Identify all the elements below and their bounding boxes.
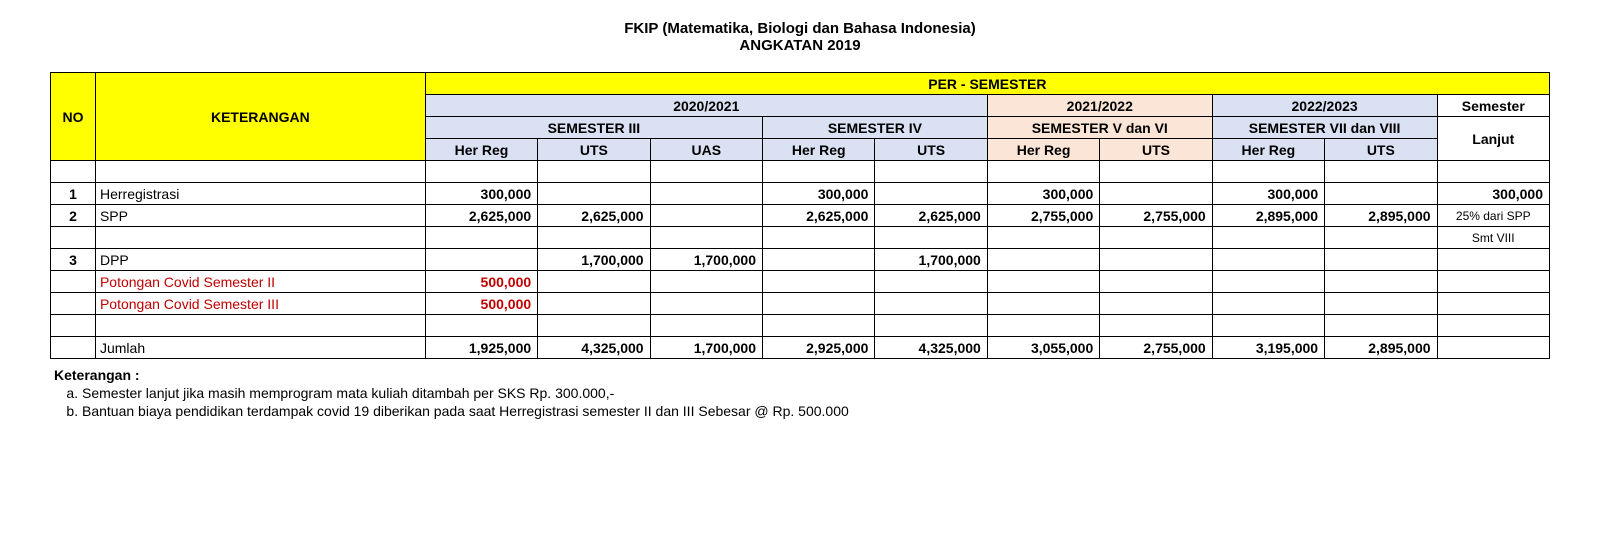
hdr-uts-1: UTS bbox=[538, 139, 650, 161]
cell bbox=[1437, 249, 1549, 271]
cell: 1,700,000 bbox=[538, 249, 650, 271]
table-row: 3 DPP 1,700,000 1,700,000 1,700,000 bbox=[51, 249, 1550, 271]
hdr-uas-1: UAS bbox=[650, 139, 762, 161]
cell: 2,625,000 bbox=[425, 205, 537, 227]
cell-ket: Jumlah bbox=[95, 337, 425, 359]
hdr-2020: 2020/2021 bbox=[425, 95, 987, 117]
cell: 4,325,000 bbox=[875, 337, 987, 359]
cell: 300,000 bbox=[763, 183, 875, 205]
hdr-per-semester: PER - SEMESTER bbox=[425, 73, 1549, 95]
cell: 300,000 bbox=[987, 183, 1099, 205]
cell: 500,000 bbox=[425, 293, 537, 315]
cell bbox=[1325, 183, 1437, 205]
cell bbox=[1437, 337, 1549, 359]
cell: 2,895,000 bbox=[1325, 337, 1437, 359]
cell: 25% dari SPP bbox=[1437, 205, 1549, 227]
cell-no bbox=[51, 271, 96, 293]
cell: 2,755,000 bbox=[987, 205, 1099, 227]
cell: 2,895,000 bbox=[1325, 205, 1437, 227]
cell-ket: DPP bbox=[95, 249, 425, 271]
cell bbox=[1212, 249, 1324, 271]
hdr-lanjut: Lanjut bbox=[1437, 117, 1549, 161]
cell bbox=[538, 183, 650, 205]
cell bbox=[1325, 249, 1437, 271]
title-line-2: ANGKATAN 2019 bbox=[50, 37, 1550, 54]
hdr-sem4: SEMESTER IV bbox=[763, 117, 988, 139]
cell bbox=[425, 249, 537, 271]
cell: 1,700,000 bbox=[650, 337, 762, 359]
table-row: Potongan Covid Semester II 500,000 bbox=[51, 271, 1550, 293]
table-row: Potongan Covid Semester III 500,000 bbox=[51, 293, 1550, 315]
cell bbox=[650, 205, 762, 227]
table-row: 2 SPP 2,625,000 2,625,000 2,625,000 2,62… bbox=[51, 205, 1550, 227]
cell: 2,625,000 bbox=[538, 205, 650, 227]
cell bbox=[1100, 183, 1212, 205]
cell: 300,000 bbox=[425, 183, 537, 205]
hdr-sem78: SEMESTER VII dan VIII bbox=[1212, 117, 1437, 139]
cell: 500,000 bbox=[425, 271, 537, 293]
cell: 1,700,000 bbox=[650, 249, 762, 271]
hdr-no: NO bbox=[51, 73, 96, 161]
note-item: Semester lanjut jika masih memprogram ma… bbox=[82, 385, 1550, 401]
cell bbox=[875, 183, 987, 205]
notes-title: Keterangan : bbox=[54, 367, 1550, 383]
hdr-herreg-2: Her Reg bbox=[763, 139, 875, 161]
cell-no: 2 bbox=[51, 205, 96, 227]
hdr-uts-4: UTS bbox=[1325, 139, 1437, 161]
hdr-sem3: SEMESTER III bbox=[425, 117, 762, 139]
cell bbox=[987, 249, 1099, 271]
cell-ket: Potongan Covid Semester II bbox=[95, 271, 425, 293]
fee-table: NO KETERANGAN PER - SEMESTER 2020/2021 2… bbox=[50, 72, 1550, 359]
cell: 1,925,000 bbox=[425, 337, 537, 359]
cell-ket: Herregistrasi bbox=[95, 183, 425, 205]
cell-no: 1 bbox=[51, 183, 96, 205]
hdr-2022: 2022/2023 bbox=[1212, 95, 1437, 117]
hdr-uts-3: UTS bbox=[1100, 139, 1212, 161]
hdr-2021: 2021/2022 bbox=[987, 95, 1212, 117]
hdr-sem-lanjut-top: Semester bbox=[1437, 95, 1549, 117]
cell: 4,325,000 bbox=[538, 337, 650, 359]
cell: 3,055,000 bbox=[987, 337, 1099, 359]
cell: 2,755,000 bbox=[1100, 337, 1212, 359]
note-item: Bantuan biaya pendidikan terdampak covid… bbox=[82, 403, 1550, 419]
cell: 2,925,000 bbox=[763, 337, 875, 359]
table-row-total: Jumlah 1,925,000 4,325,000 1,700,000 2,9… bbox=[51, 337, 1550, 359]
cell-ket: SPP bbox=[95, 205, 425, 227]
cell-no bbox=[51, 293, 96, 315]
cell: Smt VIII bbox=[1437, 227, 1549, 249]
cell: 2,895,000 bbox=[1212, 205, 1324, 227]
cell bbox=[650, 183, 762, 205]
cell bbox=[763, 249, 875, 271]
table-row: Smt VIII bbox=[51, 227, 1550, 249]
title-block: FKIP (Matematika, Biologi dan Bahasa Ind… bbox=[50, 20, 1550, 54]
cell: 2,755,000 bbox=[1100, 205, 1212, 227]
cell: 1,700,000 bbox=[875, 249, 987, 271]
hdr-sem56: SEMESTER V dan VI bbox=[987, 117, 1212, 139]
cell: 2,625,000 bbox=[875, 205, 987, 227]
spacer-row bbox=[51, 315, 1550, 337]
header-row-1: NO KETERANGAN PER - SEMESTER bbox=[51, 73, 1550, 95]
hdr-herreg-3: Her Reg bbox=[987, 139, 1099, 161]
cell-no: 3 bbox=[51, 249, 96, 271]
table-row: 1 Herregistrasi 300,000 300,000 300,000 … bbox=[51, 183, 1550, 205]
hdr-uts-2: UTS bbox=[875, 139, 987, 161]
notes-block: Keterangan : Semester lanjut jika masih … bbox=[50, 367, 1550, 419]
cell-ket: Potongan Covid Semester III bbox=[95, 293, 425, 315]
hdr-keterangan: KETERANGAN bbox=[95, 73, 425, 161]
cell bbox=[1100, 249, 1212, 271]
cell: 300,000 bbox=[1212, 183, 1324, 205]
cell-no bbox=[51, 337, 96, 359]
cell: 300,000 bbox=[1437, 183, 1549, 205]
spacer-row bbox=[51, 161, 1550, 183]
cell: 3,195,000 bbox=[1212, 337, 1324, 359]
title-line-1: FKIP (Matematika, Biologi dan Bahasa Ind… bbox=[50, 20, 1550, 37]
hdr-herreg-4: Her Reg bbox=[1212, 139, 1324, 161]
cell: 2,625,000 bbox=[763, 205, 875, 227]
hdr-herreg-1: Her Reg bbox=[425, 139, 537, 161]
